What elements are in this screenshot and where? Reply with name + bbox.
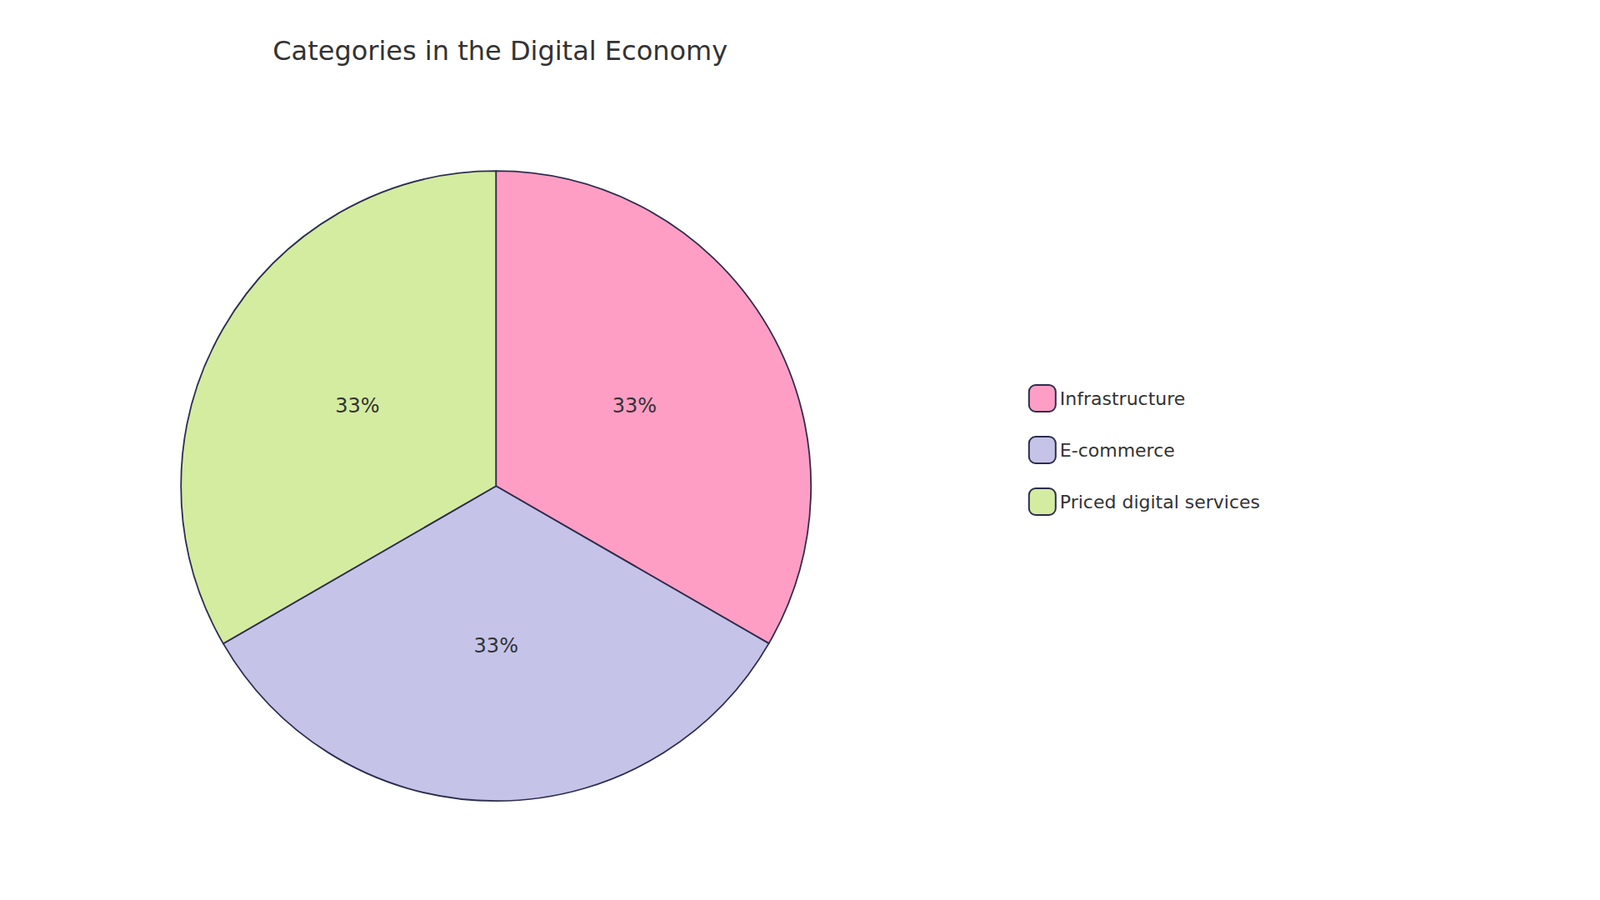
svg-text:Priced digital services: Priced digital services (1060, 491, 1260, 513)
svg-text:Infrastructure: Infrastructure (1060, 388, 1186, 410)
svg-text:Categories in the Digital Econ: Categories in the Digital Economy (272, 35, 728, 67)
svg-text:33%: 33% (474, 634, 519, 658)
svg-text:33%: 33% (335, 394, 380, 418)
svg-text:33%: 33% (612, 394, 657, 418)
svg-text:E-commerce: E-commerce (1060, 440, 1175, 461)
